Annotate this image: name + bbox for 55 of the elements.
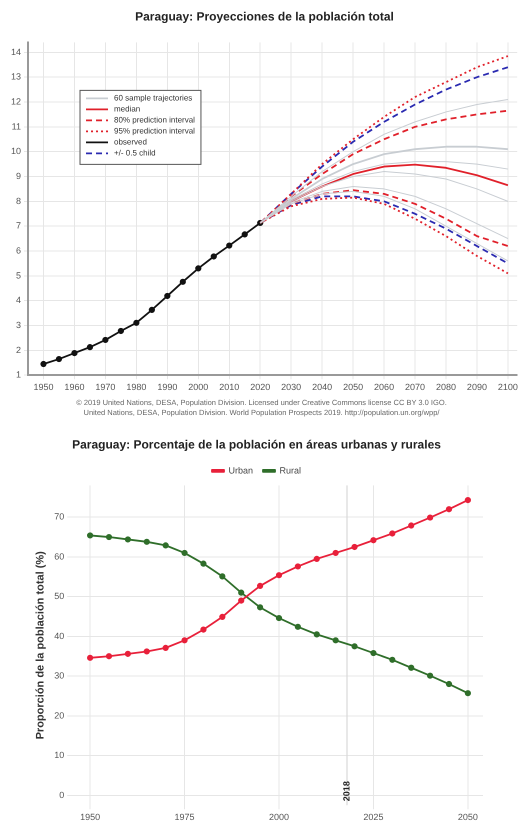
x-tick-label: 2010 <box>219 382 240 392</box>
x-tick-label: 2040 <box>312 382 332 392</box>
x-tick-label: 2070 <box>405 382 426 392</box>
legend-label: 95% prediction interval <box>114 126 196 136</box>
y-tick-label: 60 <box>54 551 64 562</box>
y-tick-label: 1 <box>16 370 22 380</box>
x-tick-label: 2050 <box>458 812 478 822</box>
y-axis-title: Proporción de la población total (%) <box>34 550 47 740</box>
y-tick-label: 20 <box>54 710 64 720</box>
chart-title: Paraguay: Porcentaje de la población en áreas urbanas y rurales <box>72 438 442 452</box>
legend-label: Urban <box>228 465 254 476</box>
x-tick-label: 2025 <box>363 812 384 822</box>
y-tick-label: 11 <box>12 121 22 132</box>
y-tick-label: 12 <box>10 96 22 106</box>
x-tick-label: 1950 <box>80 812 100 822</box>
x-tick-label: 1970 <box>95 382 116 392</box>
x-tick-label: 1975 <box>174 812 195 822</box>
x-tick-label: 2000 <box>268 812 290 822</box>
y-tick-label: 0 <box>59 790 64 800</box>
y-tick-label: 2 <box>16 344 22 355</box>
y-tick-label: 10 <box>54 750 64 760</box>
legend-label: Rural <box>280 465 302 476</box>
y-tick-label: 13 <box>10 72 22 82</box>
legend-label: 60 sample trajectories <box>114 94 192 103</box>
ref-line-label: 2018 <box>341 781 352 802</box>
x-tick-label: 2030 <box>281 382 302 392</box>
chart-title: Paraguay: Proyecciones de la población total <box>135 10 394 24</box>
y-tick-label: 50 <box>54 591 64 602</box>
y-tick-label: 6 <box>16 246 22 256</box>
legend-label: 80% prediction interval <box>114 116 196 125</box>
legend-label: median <box>114 104 140 114</box>
x-tick-label: 2020 <box>250 382 270 392</box>
y-tick-label: 10 <box>10 146 22 156</box>
x-tick-label: 2090 <box>466 382 487 392</box>
x-tick-label: 1990 <box>157 382 178 392</box>
legend-label: +/- 0.5 child <box>114 148 156 158</box>
y-tick-label: 9 <box>16 171 22 181</box>
y-tick-label: 4 <box>16 295 22 306</box>
y-tick-label: 14 <box>10 46 22 57</box>
y-tick-label: 8 <box>16 196 22 206</box>
x-tick-label: 1950 <box>33 382 54 392</box>
y-tick-label: 5 <box>16 270 22 280</box>
y-tick-label: 30 <box>54 670 64 681</box>
x-tick-label: 1980 <box>126 382 146 392</box>
x-tick-label: 2000 <box>188 382 208 392</box>
y-tick-label: 3 <box>16 320 22 330</box>
x-tick-label: 2080 <box>436 382 456 392</box>
x-tick-label: 1960 <box>64 382 84 392</box>
y-tick-label: 40 <box>54 630 64 641</box>
y-tick-label: 70 <box>54 512 64 522</box>
legend-label: observed <box>114 138 147 147</box>
x-tick-label: 2050 <box>343 382 364 392</box>
x-tick-label: 2060 <box>374 382 394 392</box>
y-tick-label: 7 <box>16 220 22 231</box>
x-tick-label: 2100 <box>498 382 518 392</box>
